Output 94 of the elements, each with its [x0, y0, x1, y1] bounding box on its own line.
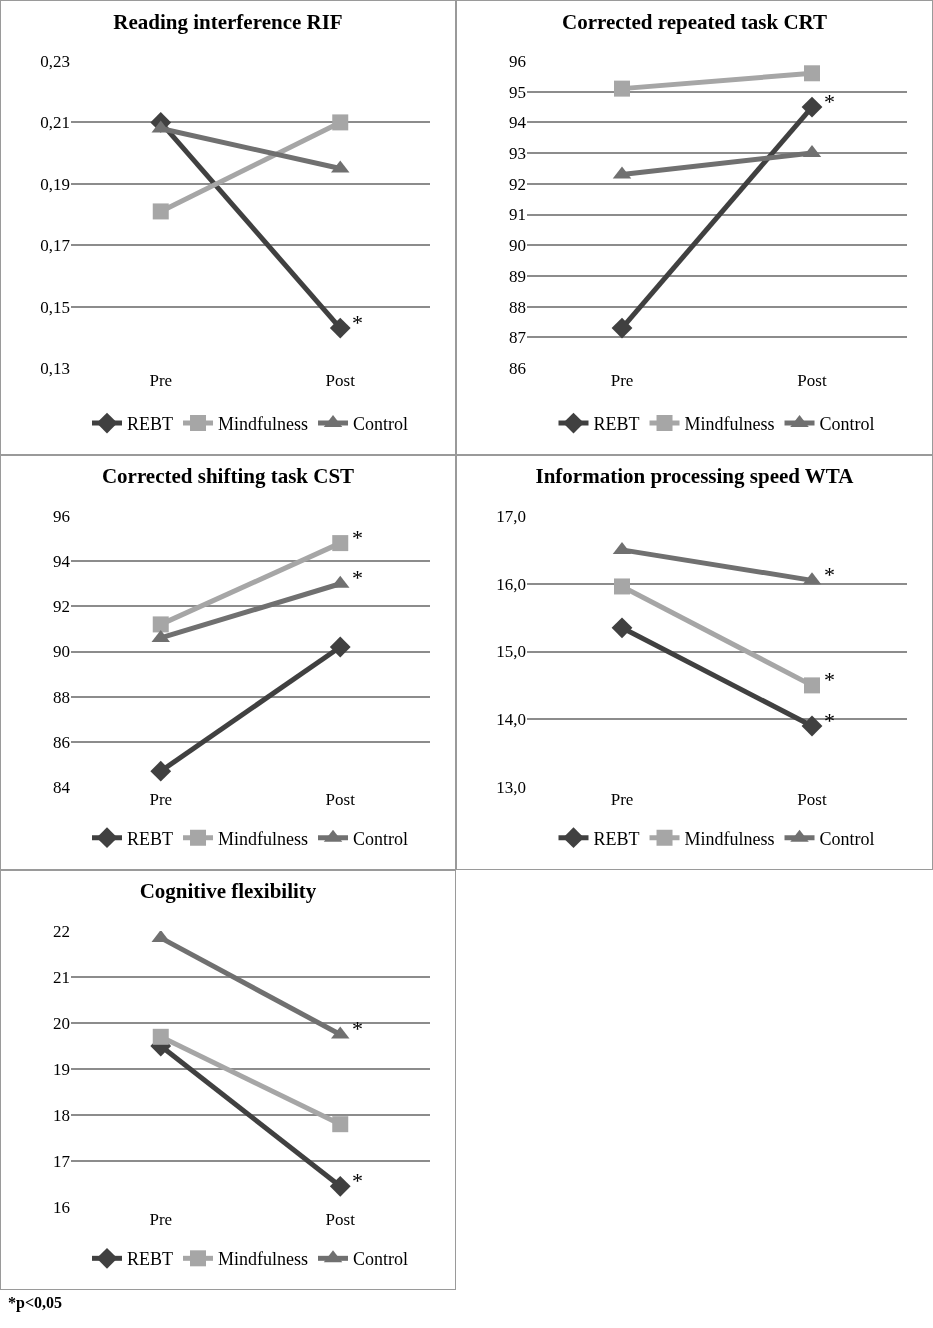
text: *p<0,05: [7, 1293, 63, 1314]
y-tick-label: 95: [509, 82, 526, 102]
legend-label: Mindfulness: [684, 828, 775, 849]
y-tick-label: 21: [53, 967, 70, 987]
y-tick-label: 92: [53, 597, 70, 617]
y-tick-label: 14,0: [496, 710, 526, 730]
point: [152, 616, 169, 633]
annotation: *: [824, 667, 835, 692]
legend-label: REBT: [593, 828, 640, 849]
point: [611, 617, 633, 639]
legend-label: REBT: [127, 1249, 174, 1270]
legend-label: Mindfulness: [218, 828, 309, 849]
point: [152, 1028, 169, 1045]
point: [332, 535, 349, 552]
point: [614, 578, 630, 595]
x-tick-label: Post: [797, 371, 827, 390]
y-tick-label: 88: [509, 297, 526, 317]
legend-label: Mindfulness: [218, 1249, 309, 1270]
annotation: *: [352, 310, 363, 335]
annotation: *: [352, 565, 363, 590]
y-tick-label: 17: [53, 1151, 71, 1171]
y-tick-label: 0,13: [40, 358, 70, 378]
x-tick-label: Post: [325, 790, 356, 809]
y-tick-label: 90: [53, 642, 70, 662]
y-tick-label: 15,0: [496, 642, 526, 662]
x-tick-label: Pre: [149, 790, 173, 809]
y-tick-label: 20: [53, 1013, 70, 1033]
y-tick-label: 0,23: [40, 51, 70, 71]
legend-label: Control: [353, 1249, 409, 1270]
y-tick-label: 13,0: [496, 777, 526, 797]
x-tick-label: Post: [325, 1210, 356, 1229]
point: [152, 203, 169, 220]
point: [614, 80, 630, 97]
x-tick-label: Pre: [610, 790, 634, 809]
x-tick-label: Post: [325, 371, 356, 390]
y-tick-label: 86: [53, 732, 70, 752]
point: [332, 114, 349, 131]
y-tick-label: 87: [509, 328, 527, 348]
annotation: *: [824, 89, 835, 114]
legend-label: REBT: [593, 414, 640, 435]
legend-label: Mindfulness: [218, 414, 309, 435]
x-tick-label: Pre: [610, 371, 634, 390]
legend-label: Mindfulness: [684, 414, 775, 435]
chart-title: Information processing speed WTA: [535, 464, 855, 489]
annotation: *: [824, 562, 835, 587]
chart-title: Corrected repeated task CRT: [561, 10, 828, 35]
y-tick-label: 88: [53, 687, 70, 707]
legend-label: Control: [819, 828, 875, 849]
y-tick-label: 91: [509, 205, 526, 225]
point: [801, 715, 823, 737]
chart-title: Cognitive flexibility: [139, 879, 317, 904]
legend-label: Control: [353, 414, 409, 435]
point: [611, 317, 633, 339]
point: [329, 636, 351, 658]
legend-label: REBT: [127, 828, 174, 849]
point: [804, 677, 820, 694]
y-tick-label: 93: [509, 144, 526, 164]
legend-label: REBT: [127, 414, 174, 435]
annotation: *: [352, 525, 363, 550]
y-tick-label: 0,17: [40, 236, 71, 256]
point: [150, 760, 172, 782]
legend-label: Control: [353, 828, 409, 849]
y-tick-label: 0,15: [40, 297, 70, 317]
x-tick-label: Post: [797, 790, 827, 809]
y-tick-label: 22: [53, 921, 70, 941]
annotation: *: [824, 708, 835, 733]
chart-title: Reading interference RIF: [113, 10, 343, 35]
legend-label: Control: [819, 414, 875, 435]
point: [801, 96, 823, 118]
x-tick-label: Pre: [149, 1210, 173, 1229]
y-tick-label: 94: [53, 552, 71, 572]
y-tick-label: 94: [509, 113, 527, 133]
y-tick-label: 92: [509, 174, 526, 194]
x-tick-label: Pre: [149, 371, 173, 390]
y-tick-label: 0,21: [40, 113, 70, 133]
y-tick-label: 17,0: [496, 506, 526, 526]
y-tick-label: 16: [53, 1197, 70, 1217]
y-tick-label: 18: [53, 1105, 70, 1125]
y-tick-label: 86: [509, 358, 526, 378]
y-tick-label: 16,0: [496, 574, 526, 594]
y-tick-label: 0,19: [40, 174, 70, 194]
point: [329, 317, 351, 339]
point: [804, 65, 820, 82]
y-tick-label: 96: [53, 506, 70, 526]
point: [332, 1116, 349, 1133]
y-tick-label: 96: [509, 51, 526, 71]
chart-title: Corrected shifting task CST: [101, 464, 355, 489]
y-tick-label: 90: [509, 236, 526, 256]
y-tick-label: 19: [53, 1059, 70, 1079]
point: [329, 1175, 351, 1197]
annotation: *: [352, 1016, 363, 1041]
y-tick-label: 89: [509, 266, 526, 286]
annotation: *: [352, 1168, 363, 1193]
y-tick-label: 84: [53, 777, 71, 797]
